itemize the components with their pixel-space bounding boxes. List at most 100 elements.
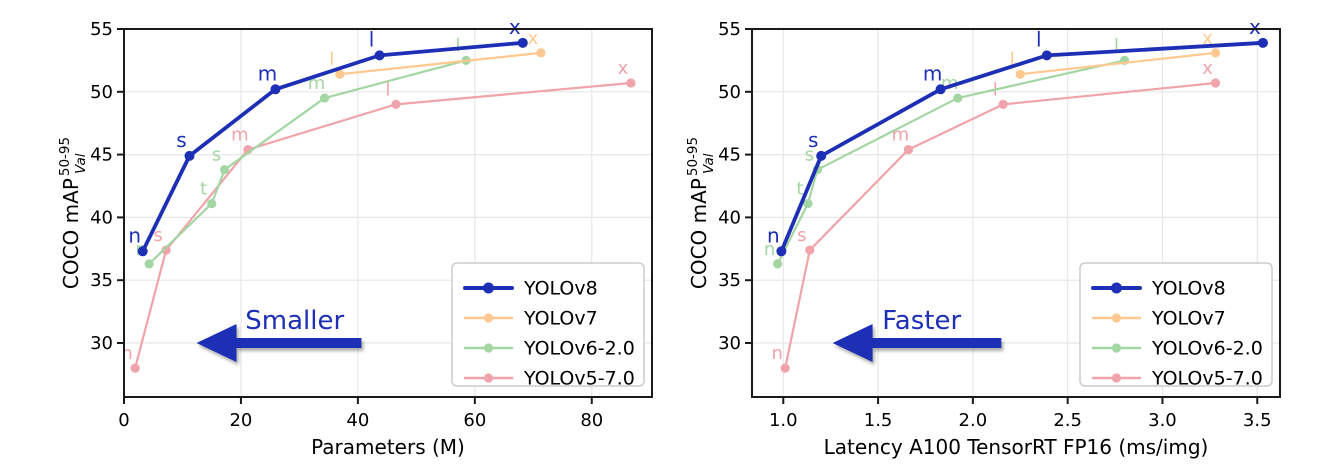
point-label-YOLOv6-2.0-l: l xyxy=(1114,35,1119,56)
series-line-YOLOv8 xyxy=(140,40,525,254)
point-label-YOLOv8-x: x xyxy=(1249,15,1261,39)
legend-item-YOLOv6-2.0: YOLOv6-2.0 xyxy=(463,338,635,360)
x-tick-label: 3.0 xyxy=(1148,410,1177,431)
point-label-YOLOv6-2.0-n: n xyxy=(764,239,775,260)
axes-frame xyxy=(123,28,653,398)
point-label-YOLOv8-l: l xyxy=(369,27,375,51)
data-point-YOLOv5-7.0-l xyxy=(998,99,1008,109)
data-point-YOLOv8-l xyxy=(374,50,385,61)
params-chart-panel: Smallernsmlxntsmllxnsmlx0204060803035404… xyxy=(0,0,660,470)
point-label-YOLOv7-l: l xyxy=(329,49,334,70)
point-label-YOLOv5-7.0-x: x xyxy=(1202,58,1213,79)
x-tick-label: 60 xyxy=(463,410,486,431)
data-point-YOLOv8-m xyxy=(270,84,281,95)
x-tick-label: 1.0 xyxy=(769,410,798,431)
point-label-YOLOv8-n: n xyxy=(128,223,141,247)
x-tick-label: 2.5 xyxy=(1053,410,1082,431)
series-line-YOLOv7 xyxy=(1019,51,1217,76)
data-point-YOLOv6-2.0-n xyxy=(772,259,783,269)
data-point-YOLOv8-n xyxy=(137,246,148,257)
legend-item-YOLOv8: YOLOv8 xyxy=(463,278,598,300)
data-point-YOLOv5-7.0-s xyxy=(805,245,815,255)
legend-marker xyxy=(1111,343,1122,353)
series-line-YOLOv7 xyxy=(338,51,543,76)
legend-item-YOLOv6-2.0: YOLOv6-2.0 xyxy=(1091,338,1263,360)
legend-item-YOLOv7: YOLOv7 xyxy=(463,308,598,330)
data-point-YOLOv5-7.0-l xyxy=(391,99,401,109)
point-label-YOLOv5-7.0-x: x xyxy=(618,58,629,79)
point-label-YOLOv8-l: l xyxy=(1036,27,1042,51)
data-point-YOLOv8-m xyxy=(935,84,946,95)
x-tick-label: 40 xyxy=(346,410,369,431)
y-tick-label: 50 xyxy=(90,82,113,103)
data-point-YOLOv5-7.0-n xyxy=(130,363,140,373)
x-tick-label: 1.5 xyxy=(864,410,893,431)
legend-item-YOLOv8: YOLOv8 xyxy=(1091,278,1226,300)
x-tick-label: 2.0 xyxy=(959,410,988,431)
axes-frame xyxy=(751,28,1281,398)
y-tick-label: 35 xyxy=(90,270,113,291)
y-tick-label: 30 xyxy=(718,333,741,354)
x-axis-title: Parameters (M) xyxy=(311,435,465,459)
legend-marker xyxy=(483,343,494,353)
data-point-YOLOv8-s xyxy=(816,150,827,161)
point-label-YOLOv5-7.0-l: l xyxy=(385,79,390,100)
legend-marker xyxy=(483,373,494,383)
point-label-YOLOv8-n: n xyxy=(767,223,780,247)
data-point-YOLOv6-2.0-n xyxy=(144,259,154,269)
y-tick-label: 35 xyxy=(718,270,741,291)
point-label-YOLOv8-s: s xyxy=(176,128,186,152)
legend-box xyxy=(451,262,645,387)
legend-label: YOLOv6-2.0 xyxy=(523,338,635,360)
data-point-YOLOv7-x xyxy=(1210,48,1221,58)
data-point-YOLOv8-s xyxy=(184,150,195,161)
legend-label: YOLOv7 xyxy=(523,308,598,330)
point-label-YOLOv5-7.0-m: m xyxy=(231,125,249,146)
legend-box xyxy=(1079,262,1273,387)
annotation-label: Faster xyxy=(882,306,961,336)
x-tick-label: 20 xyxy=(229,410,252,431)
point-label-YOLOv8-m: m xyxy=(923,61,942,85)
legend-marker xyxy=(1111,373,1122,383)
legend-label: YOLOv7 xyxy=(1151,308,1226,330)
y-axis-title: COCO mAP50-95Val xyxy=(685,137,717,289)
point-label-YOLOv7-l: l xyxy=(1010,49,1015,70)
data-point-YOLOv6-2.0-s xyxy=(219,165,230,175)
legend-label: YOLOv8 xyxy=(523,278,598,300)
legend-item-YOLOv5-7.0: YOLOv5-7.0 xyxy=(1091,368,1263,390)
legend-item-YOLOv7: YOLOv7 xyxy=(1091,308,1226,330)
data-point-YOLOv7-x xyxy=(536,48,546,58)
point-label-YOLOv7-x: x xyxy=(528,28,539,49)
x-tick-label: 3.5 xyxy=(1243,410,1272,431)
data-point-YOLOv5-7.0-x xyxy=(626,78,636,88)
data-point-YOLOv5-7.0-m xyxy=(903,144,914,155)
legend-marker xyxy=(1111,313,1122,323)
point-label-YOLOv6-2.0-l: l xyxy=(456,35,461,56)
point-label-YOLOv5-7.0-s: s xyxy=(797,225,806,246)
data-point-YOLOv5-7.0-x xyxy=(1210,78,1221,88)
y-tick-label: 30 xyxy=(90,333,113,354)
legend-marker xyxy=(483,282,494,294)
data-point-YOLOv5-7.0-n xyxy=(780,363,790,373)
data-point-YOLOv8-x xyxy=(1257,37,1268,48)
x-axis-title: Latency A100 TensorRT FP16 (ms/img) xyxy=(824,435,1209,459)
point-label-YOLOv8-x: x xyxy=(509,15,521,39)
data-point-YOLOv7-l xyxy=(1015,69,1025,79)
data-point-YOLOv6-2.0-m xyxy=(319,93,330,103)
data-point-YOLOv6-2.0-m xyxy=(953,93,963,103)
annotation-label: Smaller xyxy=(245,306,344,336)
legend-label: YOLOv5-7.0 xyxy=(523,368,635,390)
data-point-YOLOv7-l xyxy=(335,69,345,79)
latency-chart-panel: Faster n s m l x n t s m l l x n s m l x 1.0 1.5 2.0 2.5 3.0 3.… xyxy=(660,0,1325,470)
y-tick-label: 55 xyxy=(718,19,741,40)
y-axis-title: COCO mAP50-95Val xyxy=(57,137,89,289)
data-point-YOLOv8-x xyxy=(517,37,528,48)
legend-label: YOLOv8 xyxy=(1151,278,1226,300)
legend-label: YOLOv5-7.0 xyxy=(1151,368,1263,390)
y-tick-label: 45 xyxy=(718,145,741,166)
point-label-YOLOv7-x: x xyxy=(1202,28,1213,49)
y-tick-label: 40 xyxy=(718,207,741,228)
data-point-YOLOv5-7.0-s xyxy=(161,245,171,255)
